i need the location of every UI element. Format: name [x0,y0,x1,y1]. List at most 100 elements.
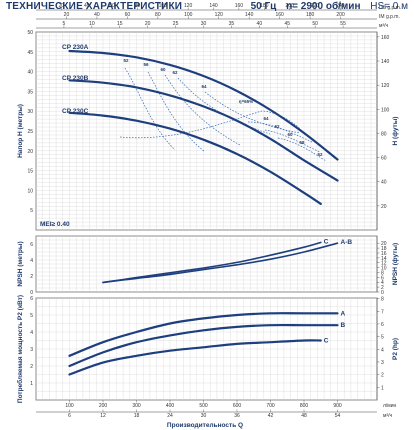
npsh-curve-c [102,241,322,284]
npsh-curve-label: A-B [341,239,353,246]
hs-label: HS= 0 м [370,1,408,12]
top-scale-tick-label: 50 [312,21,318,27]
bottom-scale2-tick-label: 48 [301,413,307,419]
head-left-tick-label: 50 [27,30,33,36]
head-left-tick-label: 30 [27,109,33,115]
bottom-scale2-tick-label: 42 [268,413,274,419]
npsh-left-axis-title: NPSH (метры) [17,241,24,286]
bottom-scale2-tick-label: 54 [335,413,341,419]
efficiency-isoline [177,77,271,135]
bottom-scale-tick-label: 400 [166,403,175,409]
npsh-right-tick-label: 10 [381,266,387,272]
npsh-left-tick-label: 2 [30,274,33,280]
bottom-scale-tick-label: 700 [266,403,275,409]
bottom-scale2-tick-label: 18 [134,413,140,419]
npsh-right-tick-label: 6 [381,275,384,281]
power-right-tick-label: 4 [381,347,384,353]
npsh-left-tick-label: 6 [30,242,33,248]
efficiency-isoline [119,110,306,139]
head-curve-label: CP 230C [62,108,89,115]
head-curve-cp-230a [68,49,339,161]
top-scale-tick-label: 180 [306,12,315,18]
head-left-tick-label: 45 [27,50,33,56]
power-right-tick-label: 8 [381,297,384,303]
top-scale-tick-label: 30 [201,21,207,27]
power-right-axis-title: P2 (hp) [392,338,399,360]
head-left-tick-label: 15 [27,169,33,175]
head-left-tick-label: 10 [27,188,33,194]
head-right-tick-label: 120 [381,83,390,89]
head-curve-cp-230b [68,79,339,182]
npsh-panel-grid [35,235,377,293]
top-scale-tick-label: 60 [125,12,131,18]
efficiency-isoline [147,71,206,153]
bottom-scale-tick-label: 500 [199,403,208,409]
top-scale-tick-label: 25 [173,21,179,27]
head-left-axis-title: Напор H (метры) [17,104,24,158]
top-scale-tick-label: 55 [340,21,346,27]
head-right-tick-label: 140 [381,59,390,65]
top-scale-tick-label: 10 [89,21,95,27]
npsh-right-tick-label: 4 [381,280,384,286]
npsh-curve-a-b [102,242,339,284]
npsh-right-axis-title: NPSH (футы) [392,243,399,285]
power-left-tick-label: 2 [30,364,33,370]
head-left-tick-label: 20 [27,149,33,155]
top-scale-unit: US g.p.m. [379,5,401,11]
head-right-tick-label: 60 [381,156,387,162]
top-scale-tick-label: 35 [229,21,235,27]
efficiency-label: 52 [123,58,129,63]
npsh-left-tick-label: 4 [30,258,33,264]
head-curve-label: CP 230B [62,75,89,82]
efficiency-label: 64 [201,84,207,89]
efficiency-isoline [247,121,313,143]
npsh-right-tick-label: 0 [381,290,384,296]
bottom-scale-tick-label: 900 [333,403,342,409]
top-scale-tick-label: 240 [336,3,345,9]
power-curve-a [68,312,339,357]
pump-spec: 50 Гц n= 2900 об/мин HS= 0 м [244,1,408,12]
npsh-right-tick-label: 18 [381,246,387,252]
top-scale-tick-label: 200 [336,12,345,18]
top-scale-tick-label: 20 [64,12,70,18]
npsh-curve-label: C [324,238,329,245]
top-scale-tick-label: 120 [184,3,193,9]
efficiency-label: 60 [287,132,293,137]
efficiency-isoline [277,137,327,162]
npsh-right-tick-label: 2 [381,285,384,291]
npsh-right-tick-label: 16 [381,251,387,257]
top-scale-unit: м³/ч [379,23,388,29]
frequency-label: 50 Гц [250,1,277,12]
top-scale-tick-label: 180 [260,3,269,9]
top-scale-tick-label: 100 [184,12,193,18]
top-scale-unit: IM g.p.m. [379,14,400,20]
power-curve-c [68,339,322,376]
npsh-left-tick-label: 0 [30,290,33,296]
top-scale-tick-label: 15 [117,21,123,27]
power-right-tick-label: 3 [381,360,384,366]
head-right-tick-label: 40 [381,180,387,186]
power-curve-label: B [341,322,346,329]
top-scale-tick-label: 20 [145,21,151,27]
top-scale-tick-label: 100 [159,3,168,9]
bottom-scale2-unit: м³/ч [383,413,392,419]
npsh-right-tick-label: 8 [381,270,384,276]
efficiency-label: 58 [299,140,305,145]
top-scale-tick-label: 220 [311,3,320,9]
efficiency-label: 56 [143,62,149,67]
efficiency-label: 64 [263,116,269,121]
top-scale-tick-label: 60 [109,3,115,9]
top-scale-tick-label: 200 [285,3,294,9]
top-scale-tick-label: 160 [275,12,284,18]
power-curve-b [68,323,339,368]
bottom-scale2-tick-label: 12 [100,413,106,419]
head-right-tick-label: 160 [381,35,390,41]
power-left-axis-title: Потребляемая мощность P2 (кВт) [16,295,24,403]
power-right-tick-label: 5 [381,335,384,341]
head-right-tick-label: 20 [381,204,387,210]
head-left-tick-label: 40 [27,70,33,76]
efficiency-isoline [124,67,176,151]
efficiency-label: 52 [317,152,323,157]
bottom-scale-tick-label: 200 [99,403,108,409]
